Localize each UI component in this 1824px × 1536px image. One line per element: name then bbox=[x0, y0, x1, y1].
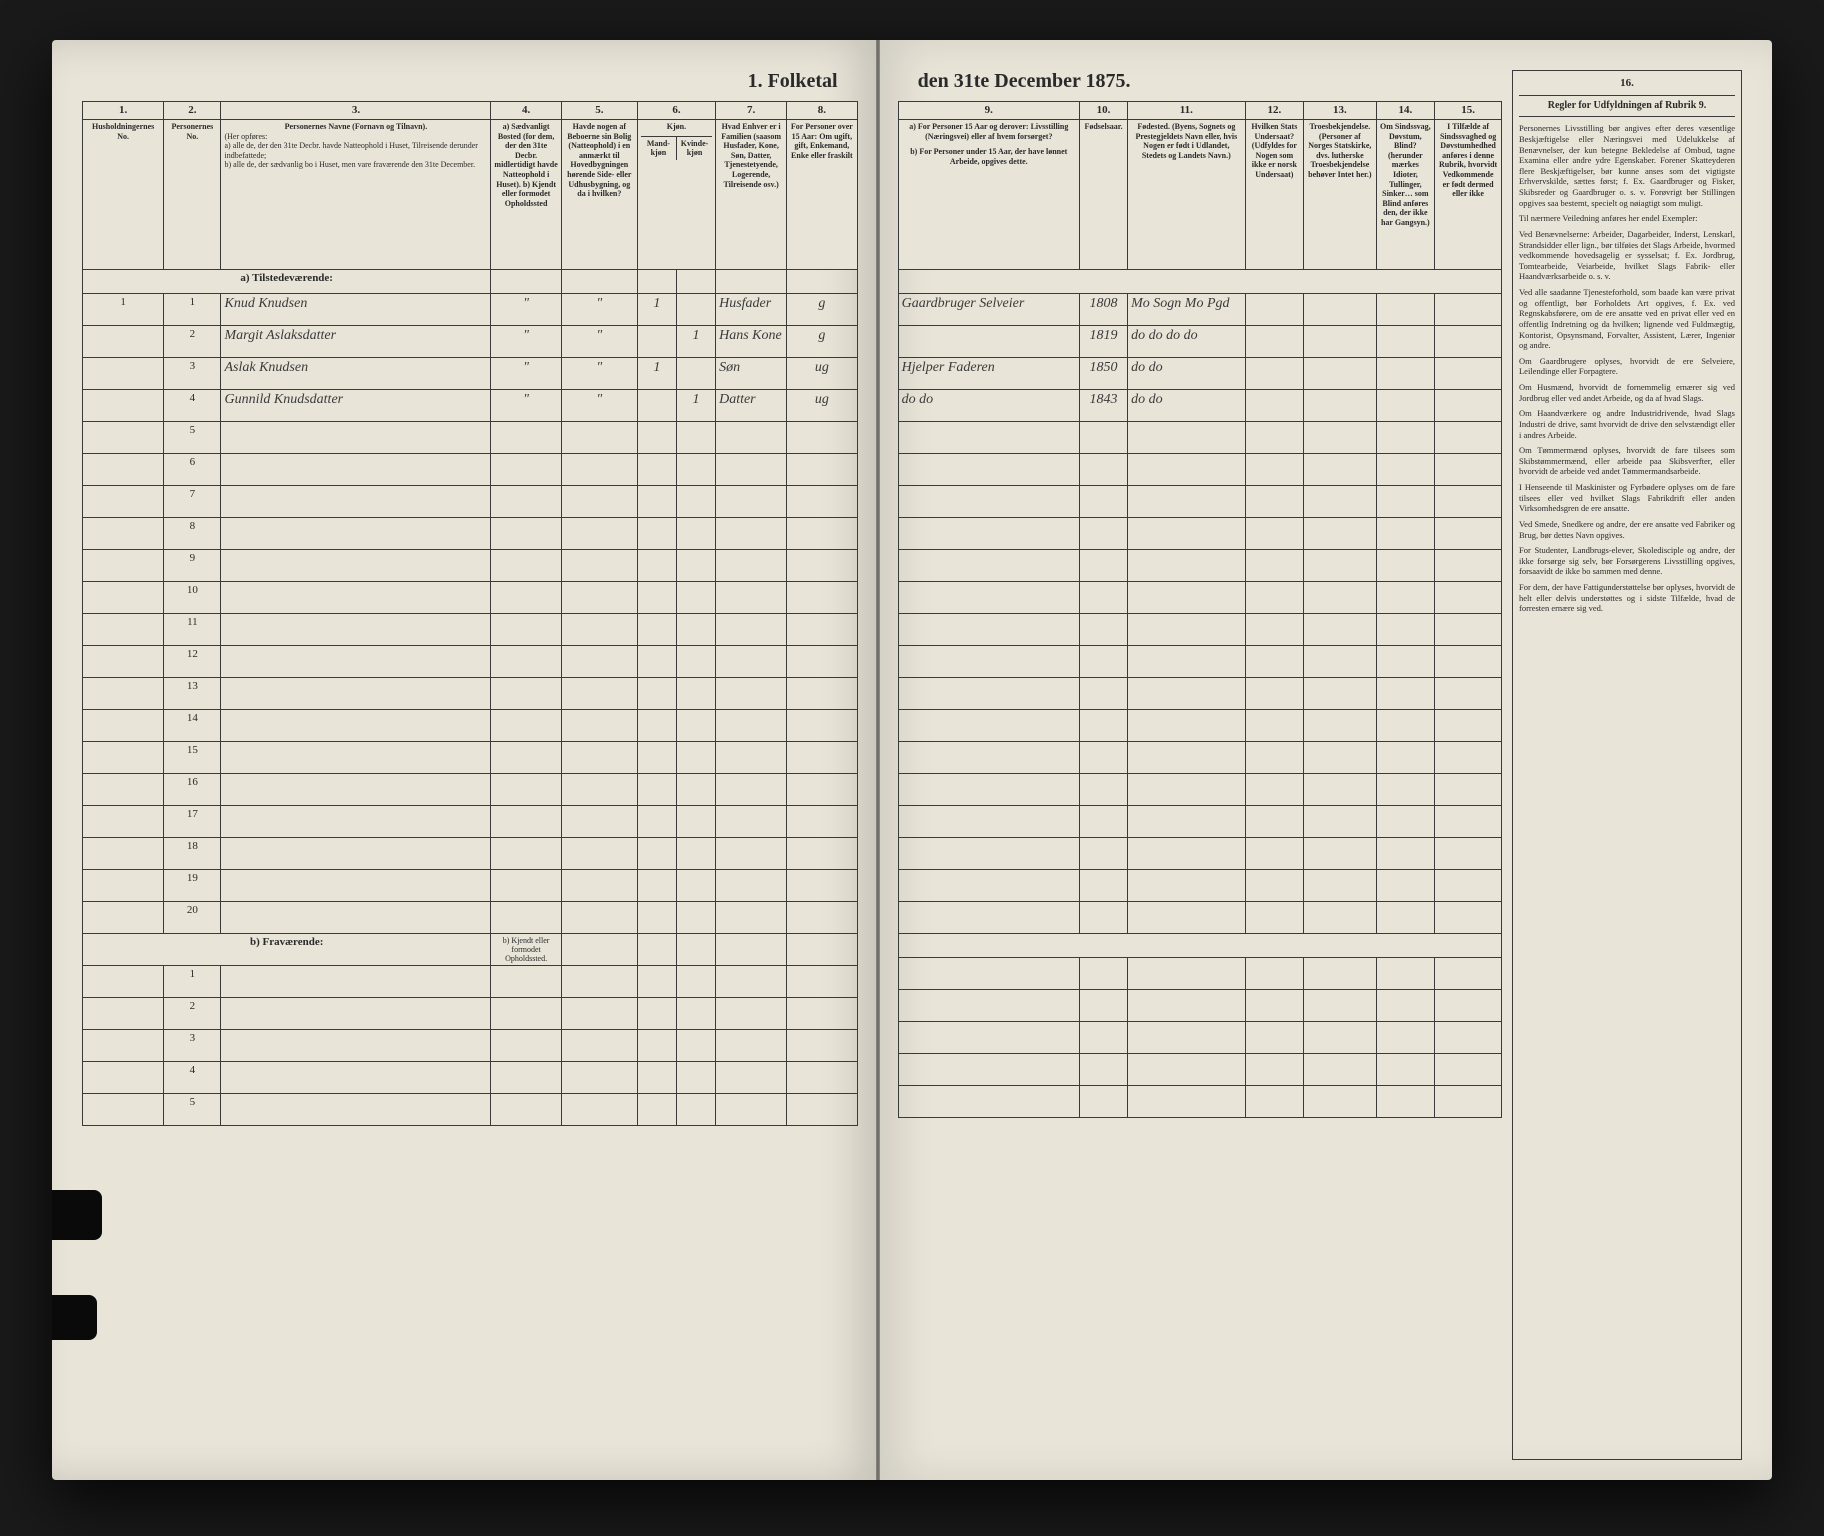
table-row: 4Gunnild Knudsdatter""1Datterug bbox=[83, 390, 858, 422]
rules-paragraph: For dem, der have Fattigunderstøttelse b… bbox=[1519, 582, 1735, 614]
right-page: den 31te December 1875. 9. 10. 11. 12. 1… bbox=[878, 40, 1772, 1480]
rules-panel: 16. Regler for Udfyldningen af Rubrik 9.… bbox=[1512, 70, 1742, 1460]
header-row: Husholdningernes No. Personernes No. Per… bbox=[83, 120, 858, 270]
table-row bbox=[898, 1054, 1501, 1086]
rules-paragraph: For Studenter, Landbrugs-elever, Skoledi… bbox=[1519, 545, 1735, 577]
page-title-left: 1. Folketal bbox=[82, 70, 858, 101]
table-row: 11 bbox=[83, 614, 858, 646]
table-row: 4 bbox=[83, 1062, 858, 1094]
table-row: 18 bbox=[83, 838, 858, 870]
table-row: 2 bbox=[83, 998, 858, 1030]
rules-paragraph: Personernes Livsstilling bør angives eft… bbox=[1519, 123, 1735, 208]
table-row bbox=[898, 710, 1501, 742]
table-row: 3Aslak Knudsen""1Sønug bbox=[83, 358, 858, 390]
table-row: 17 bbox=[83, 806, 858, 838]
section-a-row: a) Tilstedeværende: bbox=[83, 270, 858, 294]
table-row bbox=[898, 774, 1501, 806]
table-row: 20 bbox=[83, 902, 858, 934]
table-row: 13 bbox=[83, 678, 858, 710]
table-row: 2Margit Aslaksdatter""1Hans Koneg bbox=[83, 326, 858, 358]
table-row bbox=[898, 902, 1501, 934]
binder-clip bbox=[52, 1295, 97, 1340]
census-table-left: 1. 2. 3. 4. 5. 6. 7. 8. Husholdningernes… bbox=[82, 101, 858, 1126]
rules-paragraph: Om Husmænd, hvorvidt de fornemmelig ernæ… bbox=[1519, 382, 1735, 403]
column-number-row: 1. 2. 3. 4. 5. 6. 7. 8. bbox=[83, 102, 858, 120]
table-row bbox=[898, 582, 1501, 614]
table-row: Gaardbruger Selveier1808Mo Sogn Mo Pgd bbox=[898, 294, 1501, 326]
table-row bbox=[898, 1022, 1501, 1054]
table-row: 14 bbox=[83, 710, 858, 742]
table-row bbox=[898, 550, 1501, 582]
table-row: 5 bbox=[83, 422, 858, 454]
table-row bbox=[898, 806, 1501, 838]
table-row: 5 bbox=[83, 1094, 858, 1126]
table-row: 7 bbox=[83, 486, 858, 518]
column-number-row: 9. 10. 11. 12. 13. 14. 15. bbox=[898, 102, 1501, 120]
table-row bbox=[898, 1086, 1501, 1118]
table-row: 3 bbox=[83, 1030, 858, 1062]
rules-paragraph: I Henseende til Maskinister og Fyrbødere… bbox=[1519, 482, 1735, 514]
table-row bbox=[898, 518, 1501, 550]
book-spine bbox=[876, 40, 880, 1480]
rules-title: Regler for Udfyldningen af Rubrik 9. bbox=[1519, 100, 1735, 118]
table-row: 8 bbox=[83, 518, 858, 550]
table-row: 1 bbox=[83, 966, 858, 998]
table-row: 10 bbox=[83, 582, 858, 614]
table-row: 1819do do do do bbox=[898, 326, 1501, 358]
table-row: 12 bbox=[83, 646, 858, 678]
table-row bbox=[898, 678, 1501, 710]
rules-paragraph: Om Tømmermænd oplyses, hvorvidt de fare … bbox=[1519, 445, 1735, 477]
table-row bbox=[898, 958, 1501, 990]
rules-paragraph: Til nærmere Veiledning anføres her endel… bbox=[1519, 213, 1735, 224]
header-row: a) For Personer 15 Aar og derover: Livss… bbox=[898, 120, 1501, 270]
table-row bbox=[898, 614, 1501, 646]
rules-paragraph: Ved alle saadanne Tjenesteforhold, som b… bbox=[1519, 287, 1735, 351]
table-row bbox=[898, 646, 1501, 678]
rules-paragraph: Om Haandværkere og andre Industridrivend… bbox=[1519, 408, 1735, 440]
table-row: 6 bbox=[83, 454, 858, 486]
table-row: 19 bbox=[83, 870, 858, 902]
table-row: do do1843do do bbox=[898, 390, 1501, 422]
table-row bbox=[898, 990, 1501, 1022]
table-row bbox=[898, 870, 1501, 902]
section-b-row: b) Fraværende: b) Kjendt eller formodet … bbox=[83, 934, 858, 966]
rules-paragraph: Ved Benævnelserne: Arbeider, Dagarbeider… bbox=[1519, 229, 1735, 282]
rules-paragraph: Om Gaardbrugere oplyses, hvorvidt de ere… bbox=[1519, 356, 1735, 377]
table-row bbox=[898, 838, 1501, 870]
binder-clip bbox=[52, 1190, 102, 1240]
table-row: 15 bbox=[83, 742, 858, 774]
census-table-right: 9. 10. 11. 12. 13. 14. 15. a) For Person… bbox=[898, 101, 1502, 1118]
table-row: 11Knud Knudsen""1Husfaderg bbox=[83, 294, 858, 326]
rules-paragraph: Ved Smede, Snedkere og andre, der ere an… bbox=[1519, 519, 1735, 540]
census-book: 1. Folketal 1. 2. 3. 4. 5. 6. 7. 8. Hush… bbox=[52, 40, 1772, 1480]
table-row bbox=[898, 454, 1501, 486]
table-row: 16 bbox=[83, 774, 858, 806]
table-row bbox=[898, 742, 1501, 774]
table-row: 9 bbox=[83, 550, 858, 582]
left-page: 1. Folketal 1. 2. 3. 4. 5. 6. 7. 8. Hush… bbox=[52, 40, 878, 1480]
table-row: Hjelper Faderen1850do do bbox=[898, 358, 1501, 390]
table-row bbox=[898, 486, 1501, 518]
table-row bbox=[898, 422, 1501, 454]
page-title-right: den 31te December 1875. bbox=[898, 70, 1502, 101]
